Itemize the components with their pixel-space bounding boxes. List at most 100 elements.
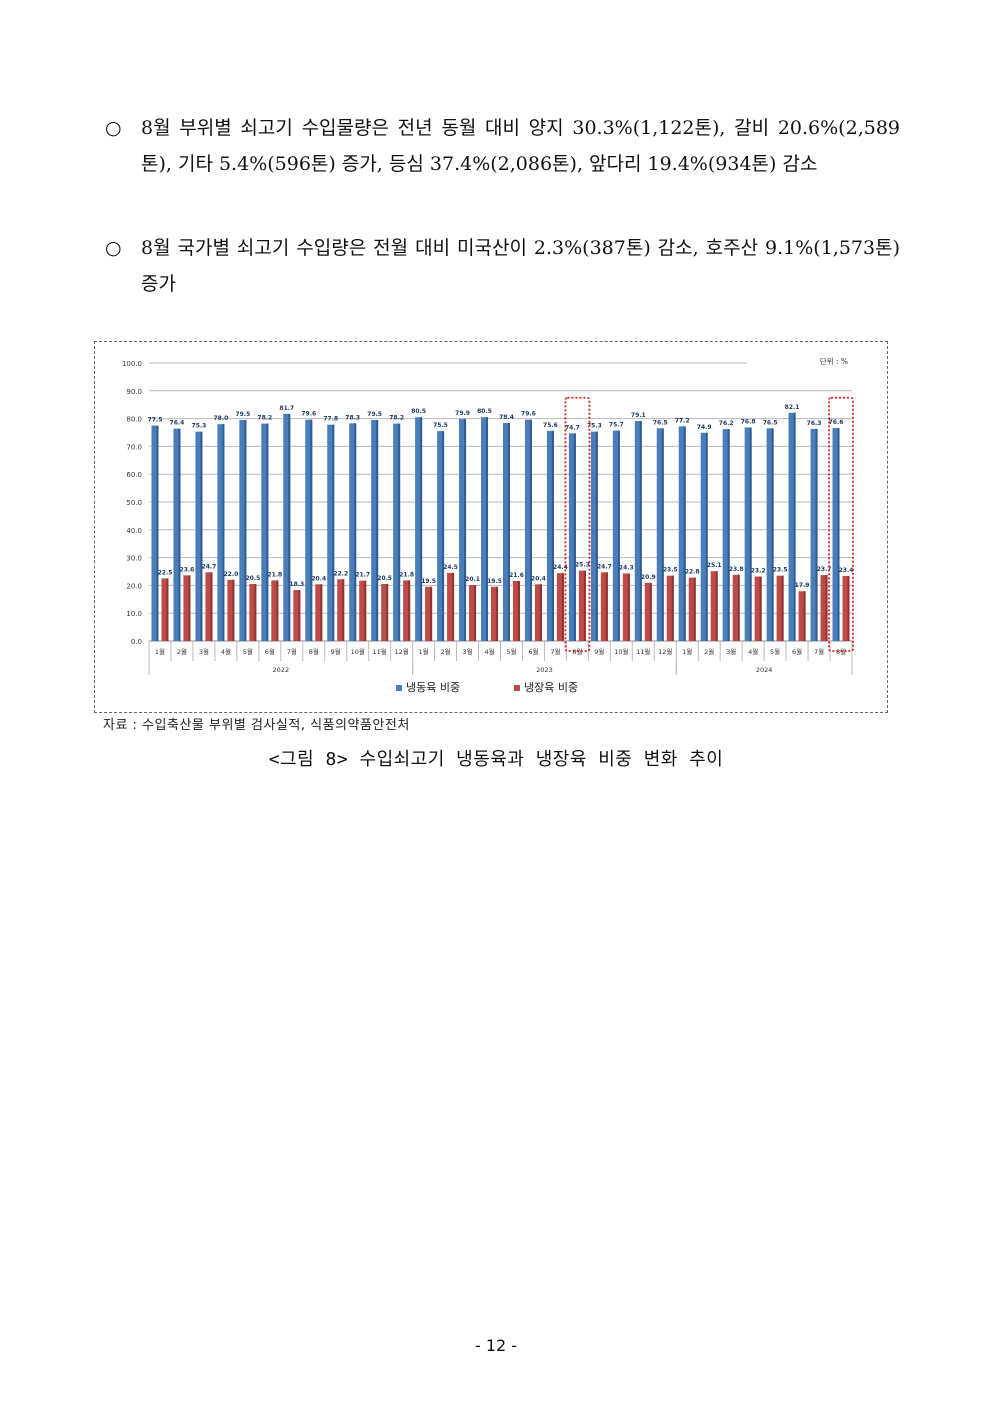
frozen-bar-shade <box>771 428 774 641</box>
x-tick-label: 2월 <box>441 647 451 656</box>
frozen-value-label: 76.3 <box>807 420 822 427</box>
x-tick-label: 2월 <box>704 647 714 656</box>
chilled-bar-shade <box>561 573 564 641</box>
frozen-bar <box>349 423 357 641</box>
chilled-bar <box>776 575 784 641</box>
frozen-bar <box>502 423 510 641</box>
chilled-bar <box>600 572 608 641</box>
chilled-bar-shade <box>825 575 828 641</box>
x-tick-label: 3월 <box>462 647 472 656</box>
frozen-bar-shade <box>178 428 181 641</box>
legend-label-frozen: 냉동육 비중 <box>406 681 460 694</box>
frozen-bar <box>788 412 796 641</box>
x-tick-label: 11월 <box>373 647 387 656</box>
frozen-bar-shade <box>244 419 247 641</box>
chilled-bar <box>688 577 696 641</box>
chilled-value-label: 19.5 <box>487 578 502 585</box>
x-tick-label: 7월 <box>814 647 824 656</box>
frozen-value-label: 77.8 <box>323 416 338 423</box>
frozen-value-label: 79.5 <box>235 411 250 418</box>
chilled-bar-shade <box>583 570 586 641</box>
chilled-bar-shade <box>452 572 455 641</box>
frozen-bar <box>415 417 423 641</box>
chilled-bar <box>315 584 323 641</box>
y-tick-label: 30.0 <box>126 555 142 563</box>
chilled-value-label: 23.7 <box>817 566 832 573</box>
y-tick-label: 40.0 <box>126 527 142 535</box>
frozen-bar-shade <box>332 424 335 641</box>
chilled-value-label: 23.4 <box>839 567 854 574</box>
x-tick-label: 3월 <box>726 647 736 656</box>
x-tick-label: 10월 <box>614 647 628 656</box>
chilled-bar <box>425 586 433 641</box>
chilled-bar <box>161 578 169 641</box>
y-tick-label: 80.0 <box>126 416 142 424</box>
frozen-bar-shade <box>793 412 796 641</box>
frozen-bar-shade <box>442 431 445 641</box>
x-tick-label: 4월 <box>484 647 494 656</box>
chilled-bar <box>469 585 477 641</box>
frozen-bar-shade <box>398 423 401 641</box>
frozen-value-label: 76.5 <box>653 419 668 426</box>
legend-swatch-chilled <box>514 685 520 691</box>
chilled-bar <box>491 586 499 641</box>
frozen-bar-shade <box>507 423 510 641</box>
frozen-bar <box>327 424 335 641</box>
chilled-bar <box>403 580 411 641</box>
frozen-bar <box>459 418 467 641</box>
chilled-bar <box>359 580 367 641</box>
chilled-bar-shade <box>408 580 411 641</box>
chilled-bar <box>512 580 520 641</box>
x-tick-label: 5월 <box>770 647 780 656</box>
chilled-bar-shade <box>188 575 191 641</box>
chilled-value-label: 24.3 <box>619 564 634 571</box>
frozen-value-label: 78.2 <box>389 415 404 422</box>
legend-label-chilled: 냉장육 비중 <box>524 681 578 694</box>
chilled-bar <box>271 580 279 641</box>
chilled-bar <box>798 591 806 641</box>
year-label: 2024 <box>756 666 773 674</box>
chilled-bar <box>754 576 762 641</box>
frozen-value-label: 78.0 <box>213 415 228 422</box>
frozen-bar-shade <box>617 430 620 641</box>
chilled-bar-shade <box>517 580 520 641</box>
frozen-value-label: 76.5 <box>763 419 778 426</box>
frozen-bar <box>481 417 489 641</box>
chilled-bar <box>381 584 389 641</box>
frozen-bar <box>612 430 620 641</box>
chilled-bar-shade <box>715 571 718 641</box>
frozen-value-label: 75.7 <box>609 422 624 429</box>
chilled-bar-shade <box>605 572 608 641</box>
chilled-value-label: 24.5 <box>443 564 458 571</box>
frozen-bar-shade <box>573 433 576 641</box>
chilled-bar-shade <box>539 584 542 641</box>
frozen-value-label: 79.6 <box>301 411 316 418</box>
chilled-value-label: 18.3 <box>289 581 304 588</box>
y-tick-label: 90.0 <box>126 388 142 396</box>
frozen-bar <box>371 419 379 641</box>
chilled-bar <box>293 590 301 641</box>
frozen-bar <box>437 431 445 641</box>
y-tick-label: 60.0 <box>126 471 142 479</box>
frozen-value-label: 76.8 <box>741 418 756 425</box>
chilled-bar <box>820 575 828 641</box>
frozen-value-label: 78.3 <box>345 414 360 421</box>
frozen-bar-shade <box>529 419 532 641</box>
chilled-bar-shade <box>320 584 323 641</box>
chilled-value-label: 17.9 <box>795 582 810 589</box>
frozen-value-label: 76.4 <box>170 420 185 427</box>
chilled-bar-shade <box>232 579 235 641</box>
year-label: 2022 <box>273 666 290 674</box>
chilled-bar <box>337 579 345 641</box>
chilled-bar-shade <box>364 580 367 641</box>
frozen-value-label: 75.5 <box>433 422 448 429</box>
x-tick-label: 10월 <box>351 647 365 656</box>
chilled-bar-shade <box>496 586 499 641</box>
frozen-bar-shade <box>815 428 818 641</box>
chilled-value-label: 20.9 <box>641 574 656 581</box>
chilled-value-label: 21.8 <box>399 571 414 578</box>
chilled-bar-shade <box>474 585 477 641</box>
frozen-bar <box>722 429 730 641</box>
frozen-bar <box>700 432 708 641</box>
frozen-value-label: 79.9 <box>455 410 470 417</box>
